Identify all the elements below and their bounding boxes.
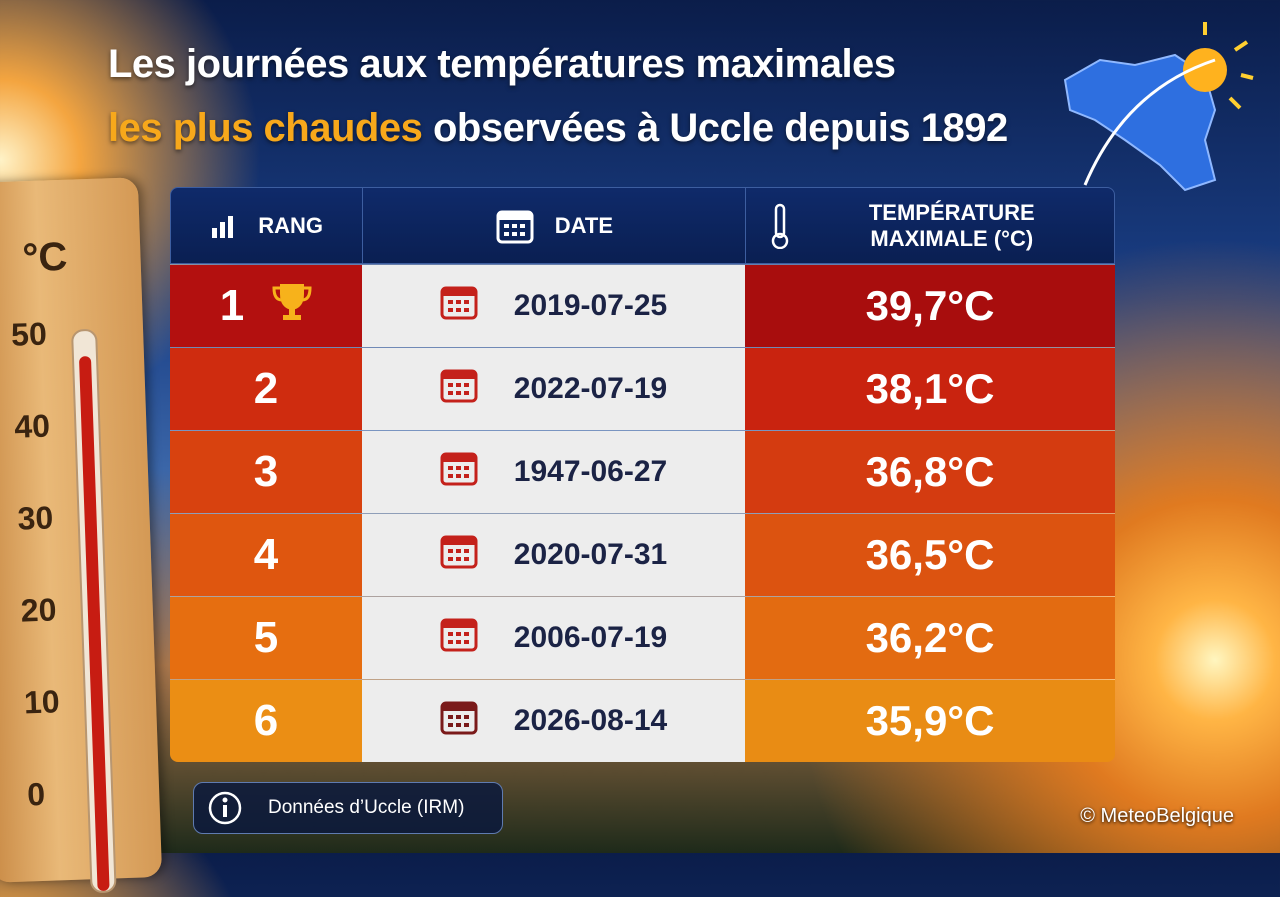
date-cell: 2019-07-25 xyxy=(362,265,745,347)
thermometer-label: 30 xyxy=(16,499,54,537)
rank: 4 xyxy=(253,530,279,579)
table-row: 3 1947-06-27 36,8°C xyxy=(170,430,1115,513)
temperature-cell: 36,5°C xyxy=(745,514,1115,596)
temperature-cell: 36,8°C xyxy=(745,431,1115,513)
table-row: 4 2020-07-31 36,5°C xyxy=(170,513,1115,596)
date: 2019-07-25 xyxy=(513,289,668,322)
rank-cell: 6 xyxy=(170,680,362,762)
title-line2: les plus chaudes observées à Uccle depui… xyxy=(108,106,1008,151)
temperature-cell: 39,7°C xyxy=(745,265,1115,347)
date-cell: 2006-07-19 xyxy=(362,597,745,679)
rank-cell: 4 xyxy=(170,514,362,596)
temperature-cell: 38,1°C xyxy=(745,348,1115,430)
thermometer-label: 50 xyxy=(10,315,48,353)
date-cell: 2022-07-19 xyxy=(362,348,745,430)
rank: 1 xyxy=(219,281,245,330)
temperature: 39,7°C xyxy=(865,282,995,329)
title-rest: observées à Uccle depuis 1892 xyxy=(432,106,1008,150)
thermometer: °C 50 40 30 20 10 0 xyxy=(0,177,163,894)
table-row: 6 2026-08-14 35,9°C xyxy=(170,679,1115,762)
temperature: 36,5°C xyxy=(865,531,995,578)
rank: 2 xyxy=(253,364,279,413)
date: 1947-06-27 xyxy=(513,455,668,488)
date: 2006-07-19 xyxy=(513,621,668,654)
column-header: RANG xyxy=(258,212,323,238)
temperature: 35,9°C xyxy=(865,697,995,744)
thermometer-tube xyxy=(71,328,117,894)
temperature: 36,2°C xyxy=(865,614,995,661)
rank-cell: 1 xyxy=(170,265,362,347)
temperature: 36,8°C xyxy=(865,448,995,495)
title-line1: Les journées aux températures maximales xyxy=(108,42,896,86)
date-cell: 2026-08-14 xyxy=(362,680,745,762)
rank: 5 xyxy=(253,613,279,662)
thermometer-label: 0 xyxy=(26,775,46,813)
source-text: Données d’Uccle (IRM) xyxy=(268,797,465,818)
copyright: © MeteoBelgique xyxy=(1080,805,1234,827)
rank-cell: 5 xyxy=(170,597,362,679)
thermometer-label: 40 xyxy=(13,407,51,445)
date: 2026-08-14 xyxy=(513,704,668,737)
rank: 3 xyxy=(253,447,279,496)
thermometer-label: 20 xyxy=(20,591,57,629)
column-header: TEMPÉRATURE MAXIMALE (°C) xyxy=(868,199,1035,251)
thermometer-unit: °C xyxy=(21,234,69,281)
column-header: DATE xyxy=(554,212,613,238)
title-highlight: les plus chaudes xyxy=(108,106,423,150)
table-row: 2 2022-07-19 38,1°C xyxy=(170,347,1115,430)
date: 2022-07-19 xyxy=(513,372,668,405)
table-row: 5 2006-07-19 36,2°C xyxy=(170,596,1115,679)
temperature-cell: 35,9°C xyxy=(745,680,1115,762)
rank-cell: 3 xyxy=(170,431,362,513)
date-cell: 1947-06-27 xyxy=(362,431,745,513)
rank: 6 xyxy=(253,696,279,745)
temperature: 38,1°C xyxy=(865,365,995,412)
table-row: 1 2019-07-25 39,7°C xyxy=(170,264,1115,347)
belgium-map-icon xyxy=(1063,22,1254,192)
thermometer-label: 10 xyxy=(23,683,61,721)
date: 2020-07-31 xyxy=(513,538,668,571)
source-note: Données d’Uccle (IRM) xyxy=(193,782,503,834)
table-header: RANG DATE TEMPÉRATURE MAXIMALE (°C) xyxy=(170,187,1115,264)
temperature-cell: 36,2°C xyxy=(745,597,1115,679)
records-table: RANG DATE TEMPÉRATURE MAXIMALE (°C) 1 201… xyxy=(170,187,1115,762)
rank-cell: 2 xyxy=(170,348,362,430)
date-cell: 2020-07-31 xyxy=(362,514,745,596)
